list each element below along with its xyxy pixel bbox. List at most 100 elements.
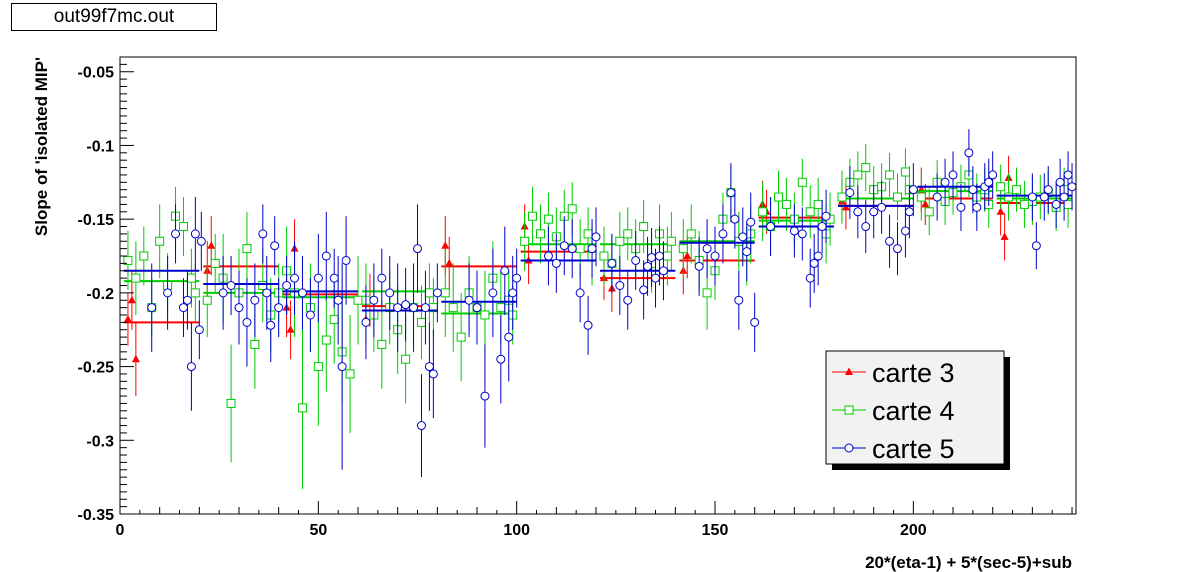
data-point	[496, 354, 506, 364]
data-point	[853, 170, 863, 180]
data-point	[789, 226, 799, 236]
data-point	[885, 170, 895, 180]
data-point	[266, 320, 276, 330]
data-point	[123, 255, 133, 265]
data-point	[861, 163, 871, 173]
data-point	[968, 185, 978, 195]
data-point	[147, 303, 157, 313]
data-point	[984, 177, 994, 187]
y-tick-label: -0.15	[78, 212, 115, 229]
data-point	[321, 251, 331, 261]
data-point	[139, 251, 149, 261]
data-point	[210, 258, 220, 268]
legend-label: carte 5	[872, 434, 955, 464]
data-point	[1039, 192, 1049, 202]
data-point	[337, 362, 347, 372]
data-point	[972, 202, 982, 212]
data-point	[186, 362, 196, 372]
data-point	[535, 229, 545, 239]
data-point	[734, 295, 744, 305]
data-point	[813, 199, 823, 209]
data-point	[781, 199, 791, 209]
data-point	[440, 288, 450, 298]
data-point	[1055, 177, 1065, 187]
data-point	[413, 244, 423, 254]
legend-marker	[844, 405, 854, 415]
data-point	[321, 335, 331, 345]
data-point	[651, 273, 661, 283]
data-point	[385, 288, 395, 298]
data-point	[480, 391, 490, 401]
data-point	[131, 354, 140, 363]
data-point	[623, 229, 633, 239]
legend-box	[825, 350, 1005, 465]
data-point	[730, 214, 740, 224]
data-point	[329, 314, 339, 324]
data-point	[861, 222, 871, 232]
data-point	[921, 199, 930, 208]
data-point	[845, 188, 855, 198]
data-point	[448, 303, 458, 313]
data-point	[163, 288, 173, 298]
data-point	[718, 229, 728, 239]
data-point	[1000, 232, 1009, 240]
data-point	[710, 251, 720, 261]
data-point	[797, 229, 807, 239]
data-point	[424, 362, 434, 372]
data-point	[416, 421, 426, 431]
data-point	[432, 288, 442, 298]
data-point	[623, 295, 633, 305]
data-point	[583, 229, 593, 239]
histogram-title: out99f7mc.out	[53, 6, 175, 27]
data-point	[258, 281, 268, 290]
data-point	[1011, 185, 1021, 195]
data-point	[988, 170, 998, 180]
histogram-title-box: out99f7mc.out	[11, 3, 217, 31]
y-tick-label: -0.05	[78, 65, 115, 82]
data-point	[647, 252, 657, 262]
data-point	[583, 320, 593, 330]
data-point	[226, 281, 236, 290]
data-point	[726, 188, 736, 198]
data-point	[234, 303, 244, 313]
y-tick-label: -0.25	[78, 360, 115, 377]
data-point	[416, 317, 426, 327]
data-point	[500, 266, 510, 276]
data-point	[190, 288, 200, 298]
data-point	[242, 317, 252, 327]
data-point	[297, 288, 307, 298]
data-point	[428, 369, 438, 379]
data-point	[345, 369, 355, 379]
data-point	[900, 226, 910, 236]
data-point	[817, 222, 827, 232]
data-point	[1063, 199, 1073, 209]
data-point	[262, 288, 272, 298]
data-point	[996, 207, 1005, 215]
data-point	[599, 251, 609, 261]
data-point	[445, 258, 454, 267]
data-point	[313, 273, 323, 283]
data-point	[456, 332, 466, 342]
data-point	[1059, 192, 1069, 202]
data-point	[924, 207, 934, 217]
data-point	[1051, 199, 1061, 209]
data-point	[567, 244, 577, 254]
data-point	[182, 295, 192, 305]
data-point	[401, 354, 411, 364]
x-axis-label: 20*(eta-1) + 5*(sec-5)+sub	[865, 553, 1072, 572]
x-tick-label: 100	[503, 522, 530, 539]
data-point	[809, 258, 819, 268]
axes-layer: 0 50 100 150 200 -0.05 -0.1 -0.15 -0.2 -0.25 -0.3 -…	[78, 56, 1073, 539]
data-point	[496, 303, 506, 313]
data-layer	[123, 129, 1077, 489]
data-point	[837, 192, 847, 202]
data-point	[631, 255, 641, 265]
data-point	[250, 295, 260, 305]
x-tick-label: 0	[116, 522, 125, 539]
data-point	[226, 398, 236, 408]
data-point	[658, 266, 668, 276]
data-point	[805, 207, 815, 217]
data-point	[813, 251, 823, 261]
data-point	[575, 244, 585, 254]
data-point	[964, 148, 974, 158]
